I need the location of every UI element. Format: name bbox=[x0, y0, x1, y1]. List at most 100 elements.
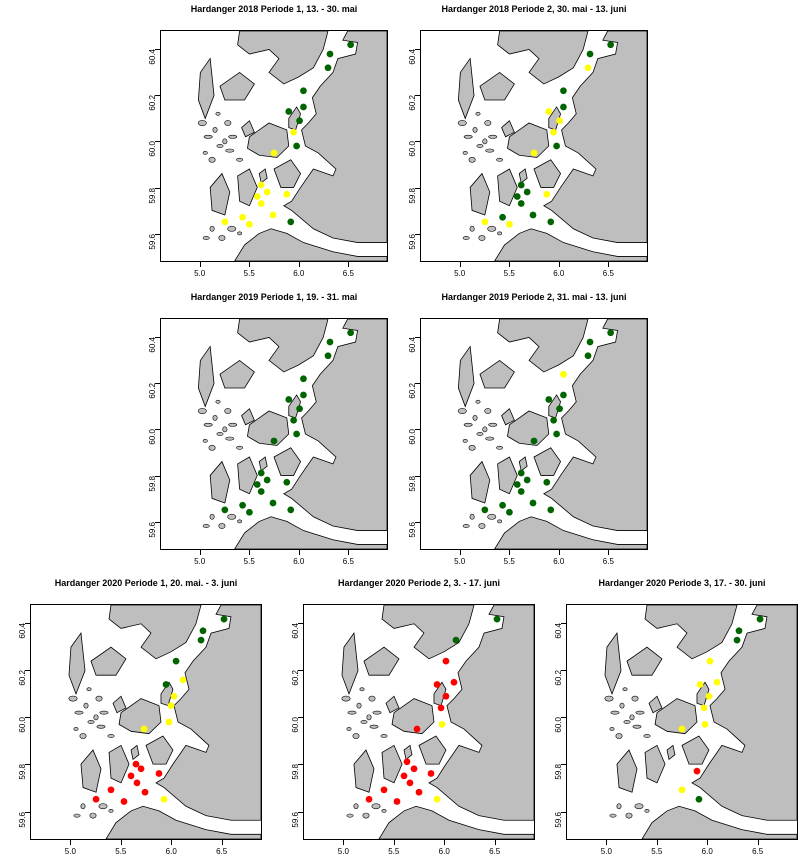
station-point-green bbox=[452, 636, 460, 644]
map-plot-area bbox=[420, 318, 648, 550]
station-point-green bbox=[263, 476, 271, 484]
land-reksteren bbox=[385, 695, 400, 714]
islet bbox=[634, 803, 644, 810]
station-point-yellow bbox=[696, 681, 704, 688]
x-tick bbox=[199, 550, 201, 555]
y-tick bbox=[415, 475, 420, 477]
land-south bbox=[494, 228, 647, 261]
station-point-green bbox=[269, 499, 277, 507]
station-point-green bbox=[300, 87, 307, 95]
map-plot-area bbox=[566, 604, 798, 840]
islet bbox=[209, 225, 215, 232]
station-point-green bbox=[239, 501, 246, 509]
islet bbox=[472, 415, 478, 421]
islet bbox=[485, 148, 495, 153]
land-mainland bbox=[283, 319, 387, 531]
islet bbox=[73, 727, 79, 731]
islet bbox=[218, 235, 226, 241]
islet bbox=[87, 720, 95, 724]
y-tick bbox=[415, 382, 420, 384]
x-tick bbox=[707, 840, 709, 845]
islet bbox=[197, 120, 207, 126]
x-tick-label: 6.0 bbox=[438, 847, 450, 856]
station-point-green bbox=[547, 218, 555, 226]
islet bbox=[93, 714, 99, 721]
y-tick-label: 59.8 bbox=[291, 764, 301, 781]
x-tick-label: 5.0 bbox=[337, 847, 349, 856]
x-tick bbox=[348, 550, 350, 555]
station-point-green bbox=[517, 181, 525, 189]
y-tick-label: 59.6 bbox=[148, 234, 158, 250]
x-axis: 5.0 5.5 6.0 6.5 bbox=[420, 550, 648, 570]
station-point-yellow bbox=[239, 213, 246, 221]
islet bbox=[83, 702, 89, 709]
land-bomlo bbox=[469, 460, 491, 504]
land-bomlo bbox=[353, 749, 375, 793]
x-tick-label: 5.5 bbox=[503, 557, 515, 566]
y-tick bbox=[25, 764, 30, 766]
station-point-yellow bbox=[140, 725, 148, 733]
islet bbox=[623, 720, 631, 724]
y-tick-label: 60.4 bbox=[148, 48, 158, 65]
station-point-yellow bbox=[433, 795, 441, 803]
islet bbox=[496, 445, 504, 450]
map-plot-area bbox=[303, 604, 535, 840]
station-point-green bbox=[517, 469, 525, 477]
land-osoy bbox=[626, 646, 663, 676]
y-axis: 59.6 59.8 60.0 60.2 60.4 bbox=[140, 318, 160, 550]
islet bbox=[381, 809, 387, 813]
islet bbox=[632, 724, 642, 729]
islet bbox=[609, 813, 617, 818]
station-point-green bbox=[293, 142, 300, 150]
land-sotra bbox=[457, 345, 475, 408]
map-svg bbox=[197, 319, 387, 549]
islet bbox=[73, 813, 81, 818]
islet bbox=[487, 225, 497, 232]
station-point-green bbox=[529, 499, 537, 507]
station-point-red bbox=[413, 725, 421, 733]
station-point-yellow bbox=[253, 193, 261, 200]
y-tick-label: 60.4 bbox=[554, 622, 564, 639]
station-point-yellow bbox=[678, 786, 686, 794]
station-point-yellow bbox=[290, 128, 297, 136]
station-point-red bbox=[693, 767, 701, 775]
map-plot-area bbox=[160, 318, 388, 550]
x-tick bbox=[608, 262, 610, 267]
station-point-yellow bbox=[584, 64, 592, 72]
land-south bbox=[641, 805, 797, 839]
islet bbox=[237, 231, 243, 236]
islet bbox=[227, 513, 237, 520]
land-sotra bbox=[197, 345, 215, 408]
islet bbox=[356, 702, 362, 709]
land-reksteren bbox=[648, 695, 663, 714]
x-tick-label: 5.0 bbox=[454, 557, 466, 566]
islet bbox=[372, 710, 382, 715]
islet bbox=[212, 415, 218, 421]
station-point-green bbox=[560, 391, 567, 399]
islet bbox=[359, 687, 365, 692]
station-point-green bbox=[326, 50, 334, 58]
y-tick-label: 60.2 bbox=[408, 382, 418, 399]
y-axis: 59.6 59.8 60.0 60.2 60.4 bbox=[546, 604, 566, 840]
islet bbox=[468, 156, 476, 163]
land-sotra bbox=[68, 631, 86, 696]
y-tick bbox=[155, 382, 160, 384]
islet bbox=[96, 724, 106, 729]
station-point-green bbox=[270, 437, 278, 445]
x-tick-label: 6.0 bbox=[553, 269, 565, 278]
y-tick bbox=[561, 670, 566, 672]
islet bbox=[197, 408, 207, 414]
station-point-green bbox=[560, 87, 567, 95]
y-tick-label: 60.2 bbox=[148, 94, 158, 111]
map-panel: Hardanger 2020 Periode 2, 3. - 17. juni 5… bbox=[292, 578, 543, 866]
land-reksteren bbox=[501, 120, 515, 138]
islet bbox=[236, 445, 244, 450]
x-axis: 5.0 5.5 6.0 6.5 bbox=[160, 262, 388, 282]
y-tick-label: 59.6 bbox=[408, 234, 418, 250]
y-tick-label: 59.8 bbox=[148, 187, 158, 204]
land-sotra bbox=[604, 631, 622, 696]
y-tick bbox=[415, 94, 420, 96]
station-point-red bbox=[365, 795, 373, 803]
x-tick bbox=[199, 262, 201, 267]
